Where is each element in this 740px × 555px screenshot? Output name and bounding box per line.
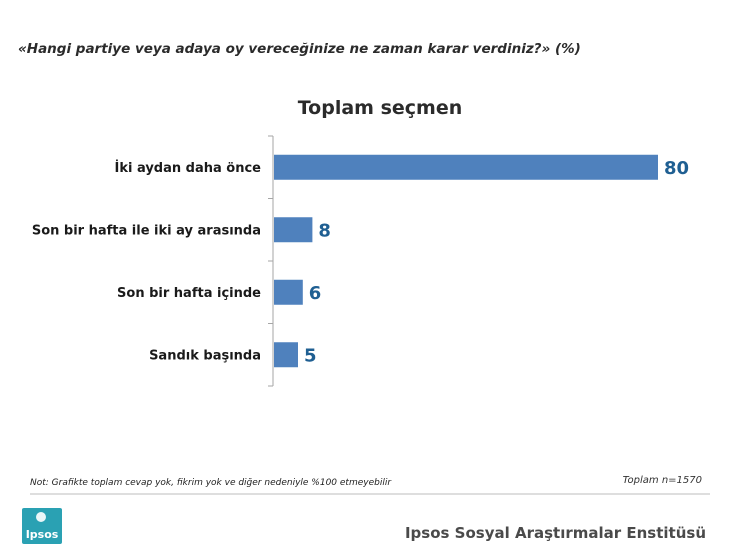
footnote: Not: Grafikte toplam cevap yok, fikrim y… xyxy=(30,478,392,488)
axis-ticks xyxy=(268,135,273,387)
logo-wordmark: Ipsos xyxy=(25,528,59,541)
data-label: 5 xyxy=(304,345,317,366)
category-label: İki aydan daha önce xyxy=(114,160,261,176)
data-label: 6 xyxy=(309,283,322,304)
bar xyxy=(274,342,298,368)
category-label: Son bir hafta ile iki ay arasında xyxy=(32,223,261,238)
data-label: 8 xyxy=(318,220,331,241)
institute-name: Ipsos Sosyal Araştırmalar Enstitüsü xyxy=(404,524,706,542)
footer-divider xyxy=(30,493,710,495)
category-label: Son bir hafta içinde xyxy=(117,286,261,301)
bar xyxy=(274,279,303,305)
bar xyxy=(274,154,658,180)
bars-group: İki aydan daha önce 80 Son bir hafta ile i… xyxy=(32,154,689,368)
ipsos-logo: Ipsos xyxy=(22,508,62,544)
bar xyxy=(274,217,313,243)
chart-title: Toplam seçmen xyxy=(297,97,463,119)
sample-size: Toplam n=1570 xyxy=(622,475,702,486)
survey-question: «Hangi partiye veya adaya oy vereceğiniz… xyxy=(18,41,581,57)
logo-dot-icon xyxy=(36,512,46,522)
data-label: 80 xyxy=(664,158,689,179)
bar-chart: İki aydan daha önce 80 Son bir hafta ile i… xyxy=(32,135,689,387)
category-label: Sandık başında xyxy=(149,348,261,363)
